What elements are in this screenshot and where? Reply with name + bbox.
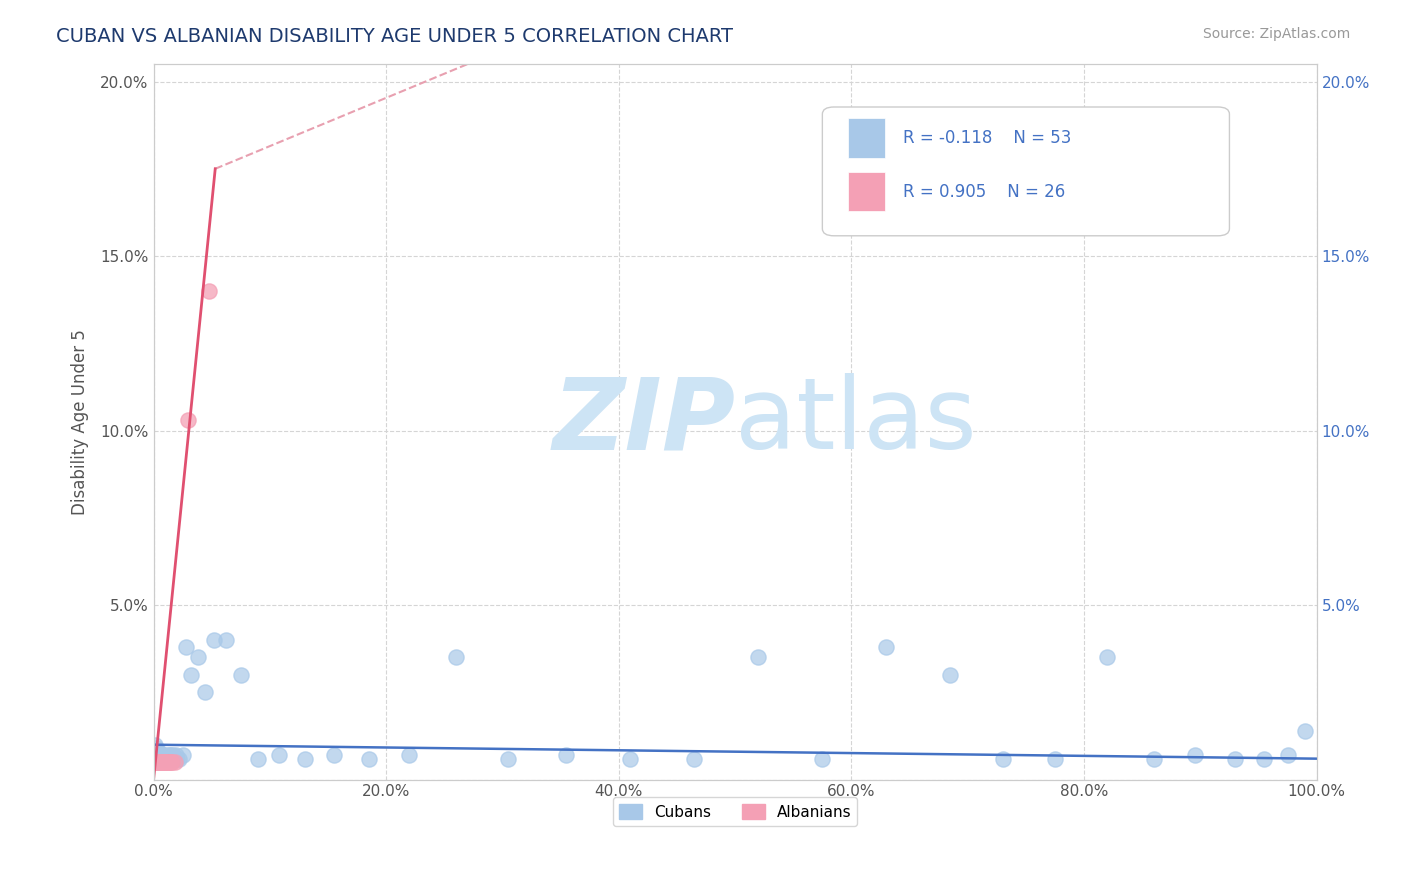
Point bbox=[247, 752, 270, 766]
Text: Source: ZipAtlas.com: Source: ZipAtlas.com bbox=[1202, 27, 1350, 41]
Point bbox=[1225, 752, 1247, 766]
Point bbox=[145, 755, 167, 769]
Point bbox=[1143, 752, 1166, 766]
Point bbox=[357, 752, 380, 766]
Point bbox=[322, 748, 344, 763]
Point bbox=[160, 748, 183, 763]
Point bbox=[180, 668, 202, 682]
Point bbox=[146, 745, 169, 759]
Point bbox=[150, 755, 173, 769]
Point bbox=[194, 685, 217, 699]
Point bbox=[150, 752, 173, 766]
Point bbox=[811, 752, 834, 766]
Point bbox=[156, 748, 179, 763]
Point bbox=[148, 745, 170, 759]
Point bbox=[156, 755, 179, 769]
Point bbox=[155, 755, 177, 769]
Bar bbox=[848, 172, 886, 211]
Point bbox=[991, 752, 1014, 766]
Point bbox=[1253, 752, 1275, 766]
Point bbox=[1043, 752, 1066, 766]
Point bbox=[149, 755, 172, 769]
Legend: Cubans, Albanians: Cubans, Albanians bbox=[613, 797, 858, 826]
Point bbox=[150, 755, 173, 769]
Point bbox=[148, 755, 170, 769]
Point bbox=[202, 632, 225, 647]
Point bbox=[939, 668, 962, 682]
Point bbox=[155, 755, 177, 769]
Point bbox=[269, 748, 291, 763]
Point bbox=[152, 755, 174, 769]
Point bbox=[1294, 723, 1316, 738]
Point bbox=[167, 752, 190, 766]
Point bbox=[157, 755, 180, 769]
Point bbox=[1184, 748, 1206, 763]
Text: CUBAN VS ALBANIAN DISABILITY AGE UNDER 5 CORRELATION CHART: CUBAN VS ALBANIAN DISABILITY AGE UNDER 5… bbox=[56, 27, 734, 45]
Point bbox=[148, 755, 170, 769]
Point bbox=[498, 752, 520, 766]
Point bbox=[155, 752, 177, 766]
Point bbox=[174, 640, 197, 654]
Point bbox=[172, 748, 194, 763]
Point bbox=[398, 748, 420, 763]
Point bbox=[187, 650, 209, 665]
Point bbox=[747, 650, 769, 665]
Point bbox=[153, 755, 176, 769]
Point bbox=[145, 741, 167, 756]
Point bbox=[149, 748, 172, 763]
Point bbox=[165, 748, 187, 763]
Point bbox=[160, 755, 183, 769]
Point bbox=[198, 284, 221, 298]
Y-axis label: Disability Age Under 5: Disability Age Under 5 bbox=[72, 329, 89, 515]
Point bbox=[619, 752, 641, 766]
Point bbox=[229, 668, 252, 682]
Point bbox=[177, 413, 200, 427]
Point bbox=[155, 755, 177, 769]
Text: atlas: atlas bbox=[735, 374, 977, 470]
Point bbox=[162, 748, 184, 763]
Point bbox=[215, 632, 238, 647]
Point bbox=[155, 748, 177, 763]
Point bbox=[875, 640, 897, 654]
Point bbox=[163, 755, 186, 769]
Point bbox=[153, 752, 176, 766]
Point bbox=[148, 755, 170, 769]
FancyBboxPatch shape bbox=[823, 107, 1229, 235]
Text: ZIP: ZIP bbox=[553, 374, 735, 470]
Point bbox=[444, 650, 467, 665]
Text: R = 0.905    N = 26: R = 0.905 N = 26 bbox=[903, 183, 1064, 201]
Point bbox=[157, 752, 180, 766]
Text: R = -0.118    N = 53: R = -0.118 N = 53 bbox=[903, 129, 1071, 147]
Point bbox=[1097, 650, 1119, 665]
Point bbox=[159, 755, 181, 769]
Bar bbox=[848, 119, 886, 158]
Point bbox=[163, 752, 186, 766]
Point bbox=[152, 755, 174, 769]
Point bbox=[152, 748, 174, 763]
Point bbox=[146, 755, 169, 769]
Point bbox=[149, 755, 172, 769]
Point bbox=[160, 755, 183, 769]
Point bbox=[143, 755, 166, 769]
Point bbox=[153, 755, 176, 769]
Point bbox=[148, 748, 170, 763]
Point bbox=[294, 752, 316, 766]
Point bbox=[143, 738, 166, 752]
Point bbox=[683, 752, 706, 766]
Point bbox=[159, 748, 181, 763]
Point bbox=[1277, 748, 1299, 763]
Point bbox=[160, 752, 183, 766]
Point bbox=[166, 752, 188, 766]
Point bbox=[555, 748, 578, 763]
Point bbox=[146, 755, 169, 769]
